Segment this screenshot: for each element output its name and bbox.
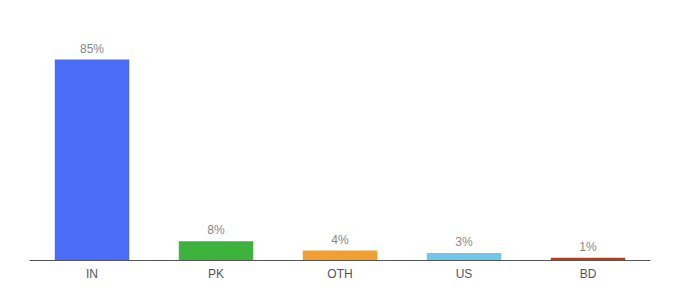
svg-text:1%: 1% bbox=[579, 240, 597, 254]
svg-text:IN: IN bbox=[86, 267, 98, 281]
svg-text:8%: 8% bbox=[207, 223, 225, 237]
svg-text:85%: 85% bbox=[80, 42, 104, 56]
svg-text:US: US bbox=[456, 267, 473, 281]
svg-text:3%: 3% bbox=[455, 235, 473, 249]
svg-text:OTH: OTH bbox=[327, 267, 352, 281]
svg-text:4%: 4% bbox=[331, 233, 349, 247]
svg-text:PK: PK bbox=[208, 267, 224, 281]
svg-text:BD: BD bbox=[580, 267, 597, 281]
